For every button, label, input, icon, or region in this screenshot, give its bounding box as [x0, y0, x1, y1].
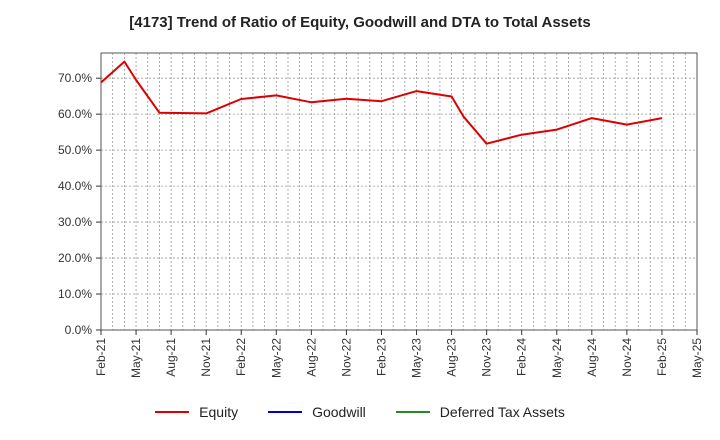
legend-item-goodwill: Goodwill: [268, 404, 366, 420]
plot-frame: [100, 52, 698, 331]
x-tick-label: Nov-23: [480, 338, 494, 377]
x-tick-label: May-21: [129, 338, 143, 378]
x-tick-label: May-22: [269, 338, 283, 378]
x-tick-label: Aug-24: [585, 338, 599, 377]
y-tick-label: 20.0%: [58, 251, 92, 265]
x-tick-label: Feb-24: [515, 338, 529, 376]
y-tick-label: 10.0%: [58, 287, 92, 301]
x-tick-label: Nov-24: [620, 338, 634, 377]
y-tick-label: 40.0%: [58, 179, 92, 193]
y-tick-label: 50.0%: [58, 143, 92, 157]
x-tick-label: Aug-21: [164, 338, 178, 377]
x-tick-label: Feb-23: [374, 338, 388, 376]
legend-label-dta: Deferred Tax Assets: [439, 404, 565, 420]
x-tick-label: Nov-21: [199, 338, 213, 377]
legend-swatch-dta: [395, 411, 430, 413]
x-tick-label: May-25: [690, 338, 704, 378]
legend-swatch-equity: [155, 411, 190, 413]
y-tick-label: 30.0%: [58, 215, 92, 229]
chart-title: [4173] Trend of Ratio of Equity, Goodwil…: [129, 14, 591, 31]
x-tick-label: May-24: [550, 338, 564, 378]
legend-swatch-goodwill: [268, 411, 303, 413]
legend-item-dta: Deferred Tax Assets: [395, 404, 565, 420]
legend-label-equity: Equity: [199, 404, 239, 420]
y-tick-label: 0.0%: [65, 323, 93, 337]
x-tick-label: May-23: [410, 338, 424, 378]
x-tick-label: Aug-23: [445, 338, 459, 377]
legend: Equity Goodwill Deferred Tax Assets: [0, 404, 720, 420]
x-tick-label: Feb-22: [234, 338, 248, 376]
legend-item-equity: Equity: [155, 404, 238, 420]
y-tick-label: 70.0%: [58, 71, 92, 85]
x-tick-label: Feb-21: [94, 338, 108, 376]
series-line-equity: [100, 60, 663, 145]
legend-label-goodwill: Goodwill: [312, 404, 366, 420]
x-tick-label: Feb-25: [655, 338, 669, 376]
y-tick-label: 60.0%: [58, 107, 92, 121]
x-tick-label: Nov-22: [339, 338, 353, 377]
x-tick-label: Aug-22: [304, 338, 318, 377]
